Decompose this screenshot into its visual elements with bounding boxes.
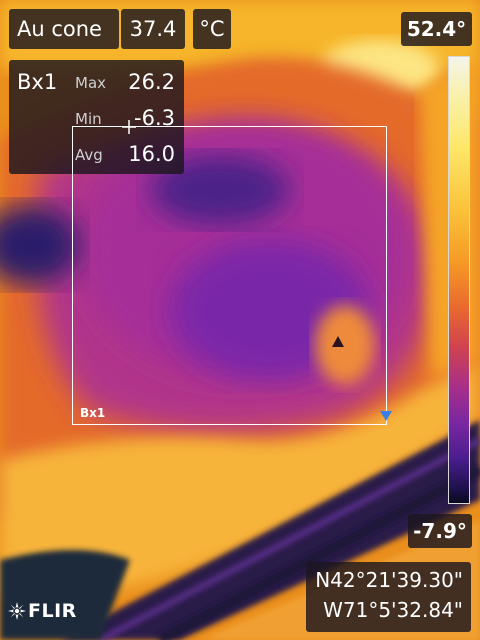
crosshair-icon <box>122 120 136 134</box>
gps-latitude: N42°21'39.30" <box>315 568 463 592</box>
stat-row-max: Max 26.2 <box>75 66 179 98</box>
stat-row-avg: Avg 16.0 <box>75 138 179 170</box>
measurement-value: 37.4 <box>121 9 185 49</box>
scale-max-value: 52.4° <box>401 12 472 46</box>
gps-coordinates: N42°21'39.30" W71°5'32.84" <box>306 562 471 632</box>
measurement-box[interactable] <box>72 126 387 425</box>
cold-spot-marker-icon <box>380 411 392 421</box>
flir-logo: FLIR <box>8 600 77 622</box>
stat-value: 16.0 <box>128 142 175 166</box>
box-stats-label: Bx1 <box>17 70 58 94</box>
flir-logo-text: FLIR <box>28 600 77 622</box>
hot-spot-marker-icon <box>332 336 344 347</box>
stat-label: Max <box>75 74 107 92</box>
box-stats-panel: Bx1 Max 26.2 Min -6.3 Avg 16.0 <box>9 60 184 174</box>
gps-longitude: W71°5'32.84" <box>323 598 463 622</box>
measurement-box-label: Bx1 <box>80 406 106 420</box>
measurement-name[interactable]: Au cone <box>9 9 119 49</box>
temperature-colorbar <box>448 56 470 504</box>
stat-value: 26.2 <box>128 70 175 94</box>
measurement-unit[interactable]: °C <box>193 9 231 49</box>
scale-min-value: -7.9° <box>408 514 472 548</box>
stat-label: Avg <box>75 146 103 164</box>
flir-logo-icon <box>8 602 26 620</box>
stat-label: Min <box>75 110 102 128</box>
